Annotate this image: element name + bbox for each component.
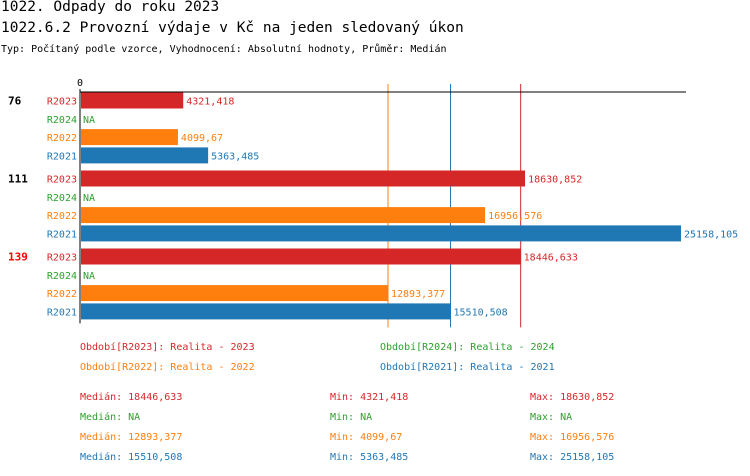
chart-title: 1022. Odpady do roku 2023 bbox=[1, 0, 220, 15]
stat-max-r2023: Max: 18630,852 bbox=[530, 392, 615, 403]
bar-value-label: 12893,377 bbox=[391, 289, 445, 300]
group-label-111: 111 bbox=[8, 173, 28, 186]
stat-max-r2021: Max: 25158,105 bbox=[530, 452, 615, 463]
stat-min-r2023: Min: 4321,418 bbox=[330, 392, 409, 403]
bar-period-label: R2023 bbox=[47, 175, 77, 186]
stat-min-r2022: Min: 4099,67 bbox=[330, 432, 403, 443]
bar-period-label: R2021 bbox=[47, 229, 77, 240]
bar-111-r2023 bbox=[81, 170, 526, 187]
legend-r2024: Období[R2024]: Realita - 2024 bbox=[380, 342, 555, 353]
stat-max-r2022: Max: 16956,576 bbox=[530, 432, 615, 443]
stat-median-r2022: Medián: 12893,377 bbox=[80, 432, 183, 443]
bar-value-label: 4321,418 bbox=[186, 97, 234, 108]
bar-139-r2022 bbox=[81, 285, 389, 302]
bar-value-label: 16956,576 bbox=[488, 211, 542, 222]
bar-period-label: R2023 bbox=[47, 253, 77, 264]
legend-r2021: Období[R2021]: Realita - 2021 bbox=[380, 362, 555, 373]
stat-median-r2021: Medián: 15510,508 bbox=[80, 452, 183, 463]
bar-76-r2023 bbox=[81, 92, 184, 109]
bar-value-label: 5363,485 bbox=[211, 151, 259, 162]
stat-median-r2024: Medián: NA bbox=[80, 412, 141, 423]
group-label-139: 139 bbox=[8, 251, 28, 264]
bar-139-r2021 bbox=[81, 303, 451, 320]
bar-period-label: R2021 bbox=[47, 151, 77, 162]
bar-value-label: 18630,852 bbox=[528, 175, 582, 186]
bar-period-label: R2021 bbox=[47, 307, 77, 318]
bar-period-label: R2024 bbox=[47, 271, 77, 282]
bar-period-label: R2024 bbox=[47, 193, 77, 204]
x-tick-label-0: 0 bbox=[77, 78, 83, 89]
legend-r2023: Období[R2023]: Realita - 2023 bbox=[80, 342, 255, 353]
bar-value-label: 25158,105 bbox=[684, 229, 738, 240]
bar-period-label: R2022 bbox=[47, 133, 77, 144]
stat-min-r2021: Min: 5363,485 bbox=[330, 452, 409, 463]
stat-median-r2023: Medián: 18446,633 bbox=[80, 392, 183, 403]
bar-value-label: NA bbox=[83, 271, 95, 282]
bar-value-label: 18446,633 bbox=[524, 253, 578, 264]
bar-111-r2021 bbox=[81, 225, 681, 242]
legend-r2022: Období[R2022]: Realita - 2022 bbox=[80, 362, 255, 373]
group-label-76: 76 bbox=[8, 95, 22, 108]
bar-period-label: R2023 bbox=[47, 97, 77, 108]
bar-value-label: NA bbox=[83, 115, 95, 126]
bar-chart: 0 76 R2023 4321,418 R2024 NA R2022 4099,67 R2021… bbox=[8, 78, 738, 328]
bar-value-label: 15510,508 bbox=[454, 307, 508, 318]
bar-76-r2021 bbox=[81, 147, 209, 164]
bar-111-r2022 bbox=[81, 207, 486, 224]
bar-139-r2023 bbox=[81, 248, 521, 265]
bar-period-label: R2022 bbox=[47, 211, 77, 222]
bar-period-label: R2024 bbox=[47, 115, 77, 126]
stat-max-r2024: Max: NA bbox=[530, 412, 573, 423]
bar-76-r2022 bbox=[81, 129, 178, 146]
bar-period-label: R2022 bbox=[47, 289, 77, 300]
bar-value-label: 4099,67 bbox=[181, 133, 223, 144]
stat-min-r2024: Min: NA bbox=[330, 412, 373, 423]
chart-meta: Typ: Počítaný podle vzorce, Vyhodnocení:… bbox=[1, 44, 447, 55]
chart-subtitle: 1022.6.2 Provozní výdaje v Kč na jeden s… bbox=[1, 20, 464, 36]
bar-value-label: NA bbox=[83, 193, 95, 204]
